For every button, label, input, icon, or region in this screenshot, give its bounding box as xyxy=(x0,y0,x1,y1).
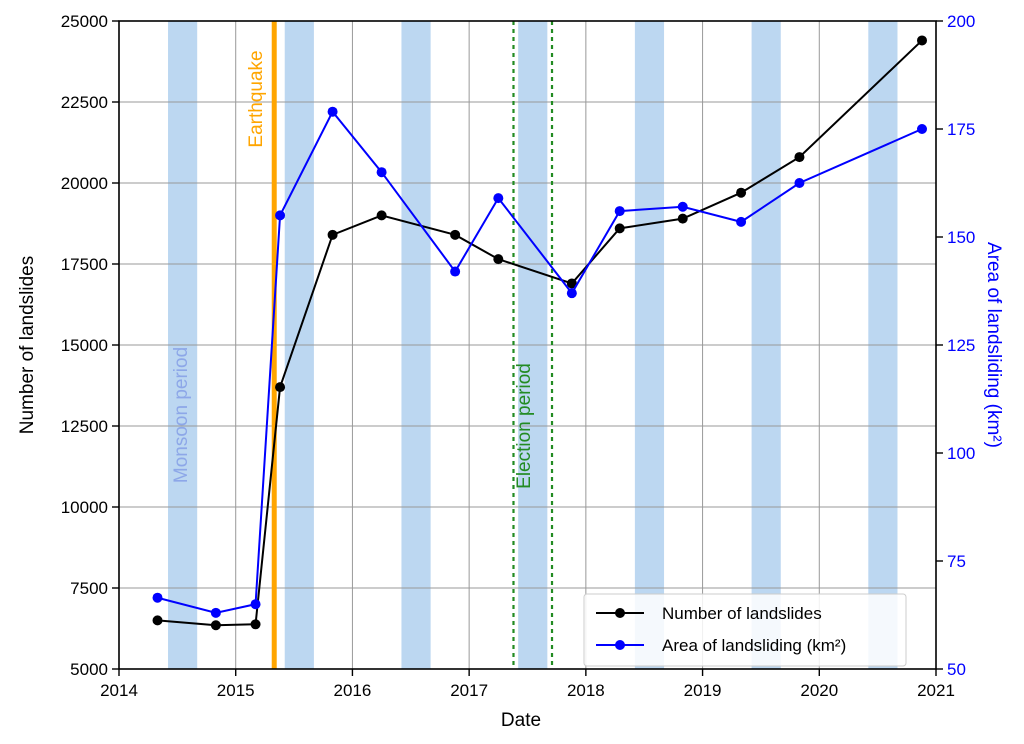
data-series xyxy=(152,35,927,631)
data-point-number xyxy=(736,187,747,198)
data-point-area xyxy=(677,201,688,212)
data-point-area xyxy=(566,288,577,299)
earthquake-annotation: Earthquake xyxy=(246,50,267,147)
x-axis-label: Date xyxy=(501,710,541,731)
y-right-tick-label: 150 xyxy=(947,228,975,247)
series-line-area xyxy=(157,109,923,614)
data-point-number xyxy=(250,619,261,630)
election-annotation: Election period xyxy=(514,363,535,489)
data-point-area xyxy=(376,167,387,178)
legend: Number of landslides Area of landsliding… xyxy=(583,593,907,667)
y-right-tick-label: 75 xyxy=(947,552,966,571)
y-left-tick-label: 7500 xyxy=(70,579,108,598)
axis-ticks: 2014 2015 2016 2017 2018 2019 2020 2021 5000 7500… xyxy=(61,12,976,700)
data-point-number xyxy=(210,620,221,631)
data-point-number xyxy=(566,278,577,289)
x-tick-label: 2018 xyxy=(567,681,605,700)
y-right-tick-label: 175 xyxy=(947,120,975,139)
y-left-tick-label: 17500 xyxy=(61,255,108,274)
y-left-tick-label: 20000 xyxy=(61,174,108,193)
y-left-tick-label: 10000 xyxy=(61,498,108,517)
monsoon-annotation: Monsoon period xyxy=(171,347,192,483)
data-point-area xyxy=(250,599,261,610)
data-point-area xyxy=(614,206,625,217)
data-point-area xyxy=(794,178,805,188)
x-tick-label: 2016 xyxy=(334,681,372,700)
y-left-tick-label: 15000 xyxy=(61,336,108,355)
x-tick-label: 2020 xyxy=(800,681,838,700)
legend-area-marker xyxy=(615,640,625,650)
series-line-number xyxy=(157,39,923,627)
data-point-number xyxy=(493,254,504,265)
y-right-tick-label: 100 xyxy=(947,444,975,463)
data-point-number xyxy=(794,152,805,163)
legend-area-label: Area of landsliding (km²) xyxy=(662,636,846,655)
legend-box xyxy=(583,593,907,667)
y-right-tick-label: 200 xyxy=(947,12,975,31)
data-point-number xyxy=(450,229,461,240)
data-point-area xyxy=(152,592,163,603)
legend-number-marker xyxy=(615,608,625,618)
data-point-number xyxy=(152,615,163,626)
x-tick-label: 2014 xyxy=(100,681,138,700)
event-annotations: Monsoon period Earthquake Election perio… xyxy=(171,50,535,488)
y-left-tick-label: 12500 xyxy=(61,417,108,436)
y-left-tick-label: 22500 xyxy=(61,93,108,112)
data-point-area xyxy=(210,607,221,618)
y-axis-right-label: Area of landsliding (km²) xyxy=(983,242,1004,448)
data-point-number xyxy=(376,210,387,221)
y-right-tick-label: 125 xyxy=(947,336,975,355)
x-tick-label: 2021 xyxy=(917,681,955,700)
data-point-number xyxy=(327,229,338,240)
data-point-area xyxy=(493,193,504,204)
data-point-number xyxy=(677,213,688,224)
y-axis-left-label: Number of landslides xyxy=(17,256,38,434)
data-point-number xyxy=(614,223,625,234)
x-tick-label: 2015 xyxy=(217,681,255,700)
data-point-number xyxy=(916,35,927,46)
x-tick-label: 2017 xyxy=(450,681,488,700)
data-point-area xyxy=(450,266,461,277)
event-lines xyxy=(271,21,554,669)
data-point-area xyxy=(736,216,747,227)
y-left-tick-label: 5000 xyxy=(70,660,108,679)
y-right-tick-label: 50 xyxy=(947,660,966,679)
legend-number-label: Number of landslides xyxy=(662,604,822,623)
data-point-area xyxy=(275,210,286,221)
x-tick-label: 2019 xyxy=(684,681,722,700)
y-left-tick-label: 25000 xyxy=(61,12,108,31)
data-point-area xyxy=(327,106,338,117)
data-point-number xyxy=(275,382,286,393)
data-point-area xyxy=(916,124,927,134)
